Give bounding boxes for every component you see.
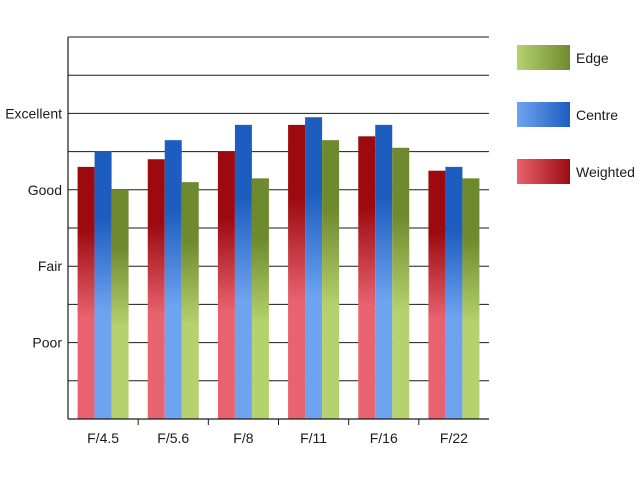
- bar-centre-f8: [234, 124, 252, 420]
- bar-centre-f16: [375, 124, 393, 420]
- y-tick-label: Excellent: [5, 105, 62, 121]
- legend-swatch-weighted: [517, 159, 570, 184]
- legend-label-weighted: Weighted: [576, 164, 635, 180]
- bar-weighted-f16: [358, 136, 376, 419]
- bar-centre-f56: [164, 140, 182, 419]
- bar-edge-f8: [251, 178, 269, 419]
- x-tick-label: F/22: [440, 430, 468, 446]
- bar-centre-f45: [94, 151, 112, 419]
- y-tick-label: Poor: [32, 335, 62, 351]
- legend-swatch-edge: [517, 45, 570, 70]
- legend-swatch-centre: [517, 102, 570, 127]
- bar-edge-f16: [392, 147, 410, 419]
- bar-weighted-f11: [288, 124, 306, 420]
- x-tick-label: F/11: [300, 430, 327, 446]
- x-tick-labels: F/4.5 F/5.6 F/8 F/11 F/16 F/22: [87, 419, 468, 446]
- bars: [77, 117, 480, 420]
- legend-label-edge: Edge: [576, 50, 609, 66]
- bar-centre-f11: [305, 117, 323, 419]
- legend: Edge Centre Weighted: [517, 45, 635, 184]
- grid-lines: [68, 36, 489, 382]
- bar-edge-f11: [322, 140, 340, 419]
- bar-edge-f22: [462, 178, 480, 419]
- x-tick-label: F/5.6: [157, 430, 189, 446]
- bar-edge-f56: [181, 182, 199, 419]
- y-tick-label: Fair: [38, 258, 62, 274]
- bar-edge-f45: [111, 189, 129, 419]
- legend-label-centre: Centre: [576, 107, 618, 123]
- x-tick-label: F/16: [370, 430, 398, 446]
- bar-weighted-f45: [77, 166, 95, 419]
- bar-weighted-f56: [147, 159, 165, 420]
- x-tick-label: F/4.5: [87, 430, 119, 446]
- y-tick-labels: Poor Fair Good Excellent: [5, 105, 62, 350]
- y-tick-label: Good: [28, 182, 62, 198]
- x-tick-label: F/8: [233, 430, 253, 446]
- bar-weighted-f8: [217, 151, 235, 419]
- bar-centre-f22: [445, 166, 463, 419]
- bar-weighted-f22: [428, 170, 446, 419]
